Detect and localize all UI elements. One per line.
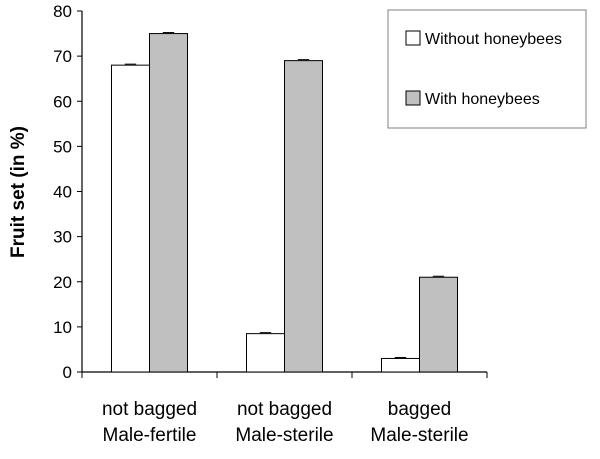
legend-box: [387, 9, 587, 129]
y-tick-label: 30: [53, 228, 72, 247]
x-tick-label: not bagged: [102, 399, 197, 420]
x-tick-label: bagged: [388, 399, 451, 420]
legend-swatch: [405, 30, 421, 46]
y-ticks: 0 10 20 30 40 50 60 70 80: [53, 2, 82, 382]
bars: [111, 32, 458, 373]
y-tick-label: 10: [53, 318, 72, 337]
y-tick-label: 40: [53, 183, 72, 202]
y-axis: 0 10 20 30 40 50 60 70 80: [53, 2, 83, 382]
y-tick-label: 50: [53, 137, 72, 156]
legend-label: Without honeybees: [425, 31, 562, 48]
legend-items: Without honeybees With honeybees: [405, 30, 562, 108]
bar: [419, 276, 458, 373]
y-tick-label: 70: [53, 47, 72, 66]
legend-swatch: [405, 90, 421, 106]
bar: [284, 60, 323, 373]
y-tick-label: 60: [53, 92, 72, 111]
x-tick-label: Male-sterile: [370, 425, 468, 446]
bar: [381, 357, 420, 373]
x-tick-label: Male-sterile: [235, 425, 333, 446]
y-axis-label: Fruit set (in %): [8, 126, 29, 258]
y-tick-label: 0: [63, 363, 72, 382]
x-tick-label: Male-fertile: [103, 425, 197, 446]
y-tick-label: 80: [53, 2, 72, 21]
x-axis: not bagged Male-fertile not bagged Male-ste…: [81, 371, 488, 446]
x-tick-labels: not bagged Male-fertile not bagged Male-ste…: [102, 399, 469, 446]
bar: [149, 33, 188, 373]
legend-label: With honeybees: [425, 91, 540, 108]
bar: [111, 64, 150, 373]
x-tick-label: not bagged: [237, 399, 332, 420]
bar: [246, 333, 285, 373]
x-ticks: [81, 372, 488, 378]
y-tick-label: 20: [53, 273, 72, 292]
legend: Without honeybees With honeybees: [387, 9, 587, 129]
